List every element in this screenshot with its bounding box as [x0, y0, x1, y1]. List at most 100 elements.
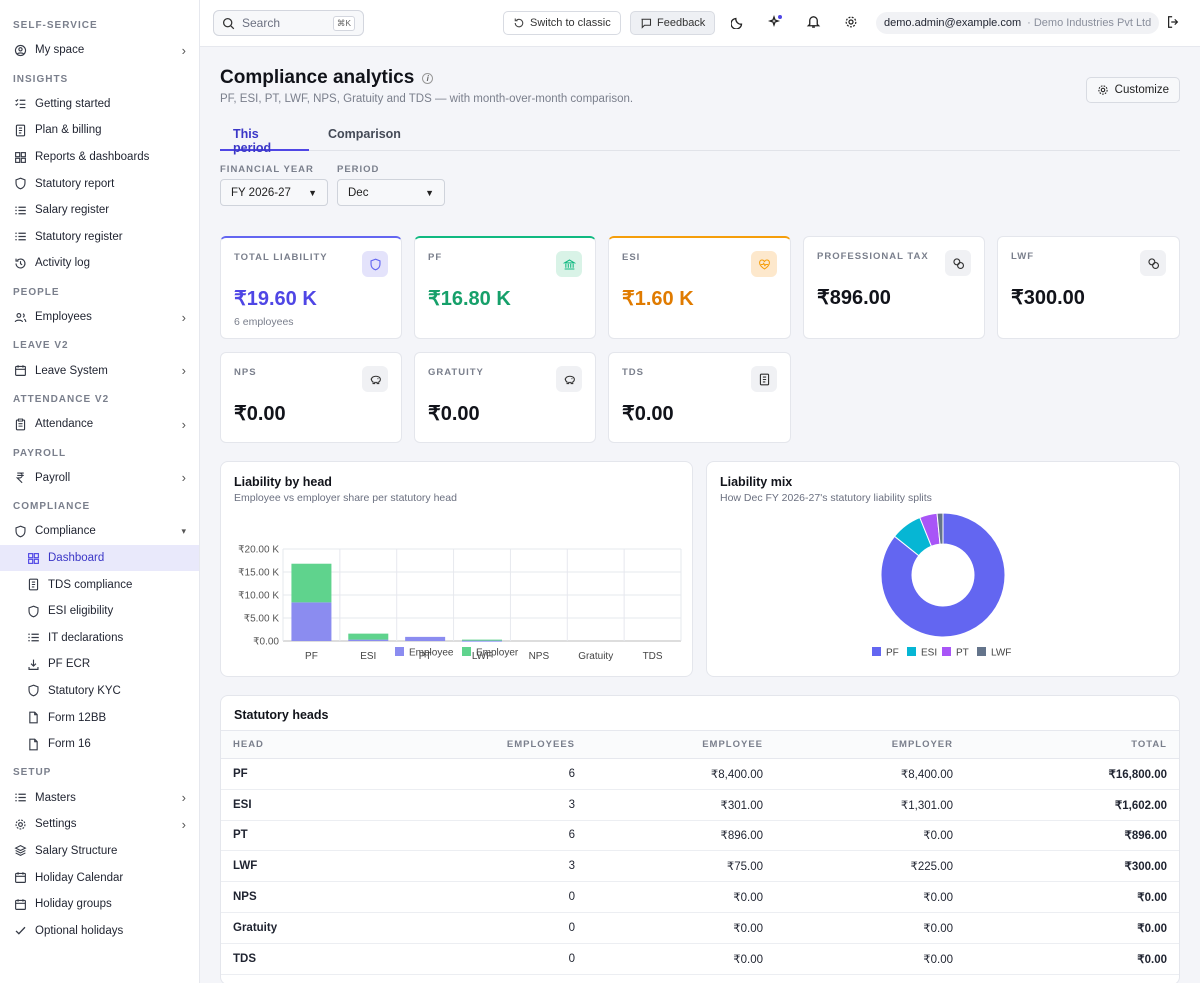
- sidebar-item-esi-eligibility[interactable]: ESI eligibility: [0, 598, 199, 625]
- shield-icon: [26, 604, 40, 618]
- theme-toggle-moon-icon[interactable]: [730, 14, 746, 30]
- sidebar-item-statutory-report[interactable]: Statutory report: [0, 170, 199, 197]
- sidebar-item-employees[interactable]: Employees ›: [0, 304, 199, 331]
- kpi-value: ₹0.00: [622, 403, 674, 425]
- legend-label: Employer: [476, 648, 519, 659]
- statutory-heads-table: HEAD EMPLOYEES EMPLOYEE EMPLOYER TOTAL P…: [221, 730, 1179, 975]
- sidebar-item-form-16[interactable]: Form 16: [0, 731, 199, 758]
- bar-employee-lwf[interactable]: [462, 640, 502, 642]
- search-shortcut: ⌘K: [332, 15, 355, 31]
- sidebar-item-label: Payroll: [35, 471, 71, 484]
- kpi-label: PROFESSIONAL TAX: [817, 251, 929, 262]
- table-row: TDS 0 ₹0.00 ₹0.00 ₹0.00: [221, 943, 1179, 975]
- kpi-value: ₹1.60 K: [622, 288, 694, 310]
- sidebar-item-label: Attendance: [35, 418, 94, 431]
- bar-employee-pf[interactable]: [291, 602, 332, 641]
- chevron-right-icon: ›: [181, 416, 186, 432]
- feedback-button[interactable]: Feedback: [630, 11, 716, 35]
- chevron-right-icon: ›: [181, 790, 186, 806]
- table-cell-total: ₹896.00: [965, 820, 1179, 852]
- financial-year-select[interactable]: FY 2026-27 ▼: [220, 179, 328, 206]
- table-cell-employee: ₹8,400.00: [587, 758, 775, 790]
- page-title: Compliance analytics i: [220, 67, 434, 89]
- sidebar-gap: [0, 330, 199, 339]
- sidebar-item-salary-structure[interactable]: Salary Structure: [0, 838, 199, 865]
- table-cell-total: ₹0.00: [965, 912, 1179, 944]
- message-icon: [641, 18, 652, 29]
- user-menu[interactable]: demo.admin@example.com · Demo Industries…: [876, 12, 1160, 34]
- piggy-bank-icon: [556, 366, 582, 392]
- bar-employer-pf[interactable]: [291, 563, 332, 603]
- sidebar-item-optional-holidays[interactable]: Optional holidays: [0, 917, 199, 944]
- sidebar-item-payroll[interactable]: Payroll ›: [0, 465, 199, 492]
- sidebar-item-statutory-register[interactable]: Statutory register: [0, 224, 199, 251]
- customize-button[interactable]: Customize: [1085, 77, 1180, 103]
- chevron-right-icon: ›: [181, 470, 186, 486]
- info-icon[interactable]: i: [422, 72, 434, 84]
- sidebar-item-pf-ecr[interactable]: PF ECR: [0, 651, 199, 678]
- table-header-row: HEAD EMPLOYEES EMPLOYEE EMPLOYER TOTAL: [221, 730, 1179, 759]
- sparkles-icon[interactable]: [767, 14, 783, 30]
- kpi-card-professional-tax: PROFESSIONAL TAX ₹896.00: [803, 236, 985, 339]
- table-row: PT 6 ₹896.00 ₹0.00 ₹896.00: [221, 820, 1179, 852]
- bar-employer-esi[interactable]: [348, 633, 389, 640]
- legend-swatch: [942, 647, 951, 656]
- search-input[interactable]: Search ⌘K: [213, 10, 364, 36]
- sidebar-item-settings[interactable]: Settings ›: [0, 811, 199, 838]
- sidebar-item-form-12bb[interactable]: Form 12BB: [0, 704, 199, 731]
- sidebar-item-masters[interactable]: Masters ›: [0, 784, 199, 811]
- gear-icon[interactable]: [843, 14, 859, 30]
- kpi-label: LWF: [1011, 251, 1035, 262]
- page-title-text: Compliance analytics: [220, 67, 415, 88]
- y-tick-label: ₹20.00 K: [238, 545, 279, 556]
- bar-employer-lwf[interactable]: [462, 639, 502, 641]
- check-icon: [13, 924, 27, 938]
- tab-this-period[interactable]: This period: [220, 125, 309, 155]
- bar-employee-esi[interactable]: [348, 639, 389, 641]
- chevron-down-icon: ▼: [425, 187, 434, 198]
- kpi-card-esi: ESI ₹1.60 K: [608, 236, 791, 339]
- sidebar-item-plan-billing[interactable]: Plan & billing: [0, 117, 199, 144]
- table-cell-employer: ₹0.00: [775, 881, 965, 913]
- tab-comparison[interactable]: Comparison: [328, 127, 401, 141]
- sidebar-item-attendance[interactable]: Attendance ›: [0, 411, 199, 438]
- bell-icon[interactable]: [805, 13, 821, 29]
- bar-chart-title: Liability by head: [234, 475, 332, 489]
- liability-by-head-panel: Liability by head Employee vs employer s…: [220, 461, 693, 677]
- sidebar-item-tds-compliance[interactable]: TDS compliance: [0, 571, 199, 598]
- chevron-right-icon: ›: [181, 363, 186, 379]
- sidebar-item-holiday-groups[interactable]: Holiday groups: [0, 891, 199, 918]
- sidebar-item-label: Form 12BB: [48, 711, 107, 724]
- sidebar-item-salary-register[interactable]: Salary register: [0, 197, 199, 224]
- table-cell-employee: ₹75.00: [587, 850, 775, 883]
- bar-employee-pt[interactable]: [405, 636, 446, 641]
- legend-label: Employee: [409, 648, 454, 659]
- sidebar-item-label: Statutory report: [35, 177, 115, 190]
- legend-label: PF: [886, 648, 899, 659]
- sidebar-item-my-space[interactable]: My space ›: [0, 37, 199, 64]
- sidebar-item-reports-dashboards[interactable]: Reports & dashboards: [0, 144, 199, 171]
- coins-icon: [1140, 250, 1166, 276]
- sidebar-item-getting-started[interactable]: Getting started: [0, 91, 199, 118]
- donut-slice-lwf[interactable]: [936, 512, 944, 545]
- y-tick-label: ₹5.00 K: [244, 614, 280, 625]
- table-row: ESI 3 ₹301.00 ₹1,301.00 ₹1,602.00: [221, 789, 1179, 821]
- sidebar-item-holiday-calendar[interactable]: Holiday Calendar: [0, 864, 199, 891]
- table-cell-employee: ₹0.00: [587, 943, 775, 975]
- switch-to-classic-button[interactable]: Switch to classic: [503, 11, 621, 35]
- sidebar-item-it-declarations[interactable]: IT declarations: [0, 625, 199, 652]
- sidebar-item-leave-system[interactable]: Leave System ›: [0, 357, 199, 384]
- sidebar-item-activity-log[interactable]: Activity log: [0, 250, 199, 277]
- sidebar-item-dashboard[interactable]: Dashboard: [0, 544, 199, 572]
- logout-icon[interactable]: [1165, 14, 1181, 30]
- financial-year-value: FY 2026-27: [231, 186, 291, 199]
- sidebar-item-label: Settings: [35, 818, 77, 831]
- kpi-card-tds: TDS ₹0.00: [608, 352, 791, 443]
- period-select[interactable]: Dec ▼: [337, 179, 445, 206]
- feedback-label: Feedback: [657, 17, 706, 29]
- sidebar-item-compliance[interactable]: Compliance ▾: [0, 518, 199, 545]
- donut-slice-pf[interactable]: [880, 512, 1006, 638]
- kpi-value: ₹0.00: [234, 403, 286, 425]
- org-name: · Demo Industries Pvt Ltd: [1027, 17, 1152, 29]
- sidebar-item-statutory-kyc[interactable]: Statutory KYC: [0, 678, 199, 705]
